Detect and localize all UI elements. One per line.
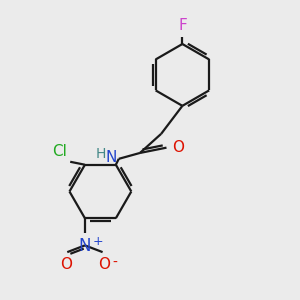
Text: F: F [178,18,187,33]
Text: N: N [106,150,117,165]
Text: H: H [96,146,106,161]
Text: Cl: Cl [52,144,67,159]
Text: O: O [60,257,72,272]
Text: -: - [112,256,117,270]
Text: O: O [98,257,110,272]
Text: +: + [92,235,103,248]
Text: N: N [79,236,91,254]
Text: O: O [172,140,184,155]
